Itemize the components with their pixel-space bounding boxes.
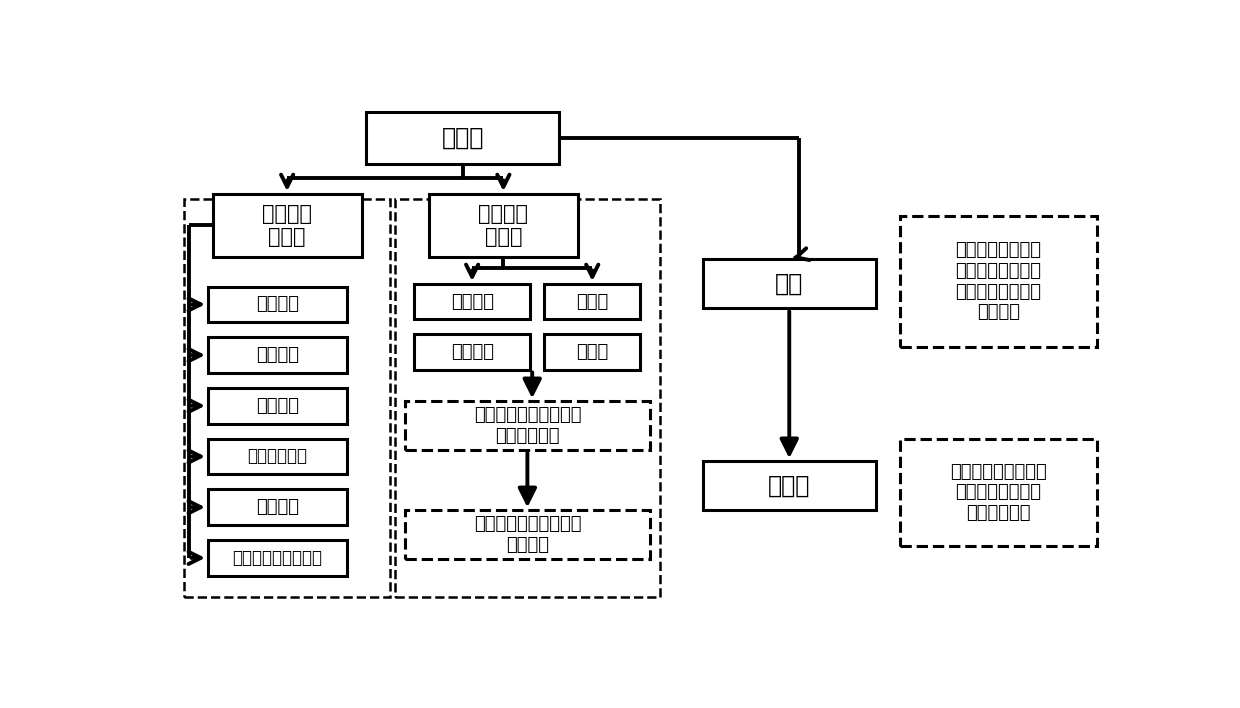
Bar bbox=[404, 510, 650, 559]
Text: 提取历程输出结果，
对其进行显示或打
印输出处理。: 提取历程输出结果， 对其进行显示或打 印输出处理。 bbox=[950, 462, 1047, 523]
Bar bbox=[544, 284, 640, 319]
Text: 分析内容: 分析内容 bbox=[255, 396, 299, 415]
Bar bbox=[208, 287, 347, 322]
Bar bbox=[703, 461, 875, 510]
Text: 设置求解作业，通
过求解器进行迭代
计算，存储历程输
出结果。: 设置求解作业，通 过求解器进行迭代 计算，存储历程输 出结果。 bbox=[955, 241, 1042, 321]
Text: 后处理: 后处理 bbox=[768, 474, 811, 498]
Text: 求解: 求解 bbox=[775, 272, 804, 296]
Text: 模型规模: 模型规模 bbox=[255, 498, 299, 516]
Text: 前处理: 前处理 bbox=[441, 126, 484, 150]
Bar bbox=[703, 259, 875, 309]
Bar bbox=[414, 334, 529, 370]
Bar bbox=[184, 200, 391, 598]
Text: 划分网格并赋予单元不
同的材料属性: 划分网格并赋予单元不 同的材料属性 bbox=[474, 406, 582, 445]
Bar bbox=[900, 216, 1096, 347]
Text: 粗骨料: 粗骨料 bbox=[577, 292, 609, 311]
Bar bbox=[414, 284, 529, 319]
Bar bbox=[208, 388, 347, 423]
Bar bbox=[208, 338, 347, 373]
Text: 结构类型: 结构类型 bbox=[255, 295, 299, 314]
Bar bbox=[429, 194, 578, 257]
Text: 计算精度要求: 计算精度要求 bbox=[248, 447, 308, 465]
Bar bbox=[208, 439, 347, 474]
Bar bbox=[900, 439, 1096, 546]
Bar bbox=[396, 200, 660, 598]
Text: 砂浆基体: 砂浆基体 bbox=[450, 292, 494, 311]
Bar bbox=[404, 401, 650, 450]
Text: 计算数据的大致规律: 计算数据的大致规律 bbox=[233, 549, 322, 567]
Bar bbox=[213, 194, 362, 257]
Text: 几何模型
的建立: 几何模型 的建立 bbox=[479, 204, 528, 247]
Text: 分析类型: 分析类型 bbox=[255, 346, 299, 364]
Text: 边界条件约束形式及分
析步设置: 边界条件约束形式及分 析步设置 bbox=[474, 515, 582, 554]
Bar bbox=[208, 489, 347, 525]
Text: 界面相: 界面相 bbox=[577, 343, 609, 361]
Bar bbox=[544, 334, 640, 370]
Text: 分析问题
的定义: 分析问题 的定义 bbox=[262, 204, 312, 247]
Text: 不锈钢筋: 不锈钢筋 bbox=[450, 343, 494, 361]
Bar bbox=[367, 112, 558, 164]
Bar bbox=[208, 540, 347, 576]
